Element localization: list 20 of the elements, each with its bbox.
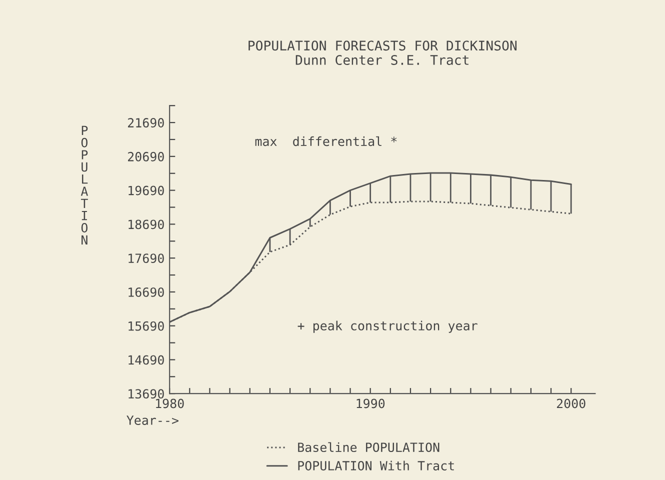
text: POPULATION [80, 126, 88, 244]
y-tick-label: 18690 [128, 220, 164, 230]
y-tick-label: 16690 [128, 287, 164, 297]
y-tick-label: 13690 [128, 389, 164, 399]
x-axis-title: Year--> [126, 416, 178, 425]
chart-title: POPULATION FORECASTS FOR DICKINSON [248, 40, 517, 51]
x-tick-label: 1980 [156, 398, 184, 408]
chart-subtitle: Dunn Center S.E. Tract [296, 55, 468, 65]
y-tick-label: 20690 [128, 152, 164, 162]
y-tick-label: 19690 [128, 186, 164, 196]
legend-label: POPULATION With Tract [298, 460, 454, 470]
y-tick-label: 21690 [128, 118, 164, 128]
annotation: max differential * [255, 136, 397, 146]
y-tick-label: 14690 [128, 355, 164, 365]
y-tick-label: 15690 [128, 321, 164, 331]
x-tick-label: 1990 [356, 398, 385, 408]
y-tick-label: 17690 [128, 254, 164, 264]
legend-label: Baseline POPULATION [298, 442, 440, 452]
x-tick-label: 2000 [556, 398, 586, 408]
annotation: + peak construction year [298, 320, 478, 333]
